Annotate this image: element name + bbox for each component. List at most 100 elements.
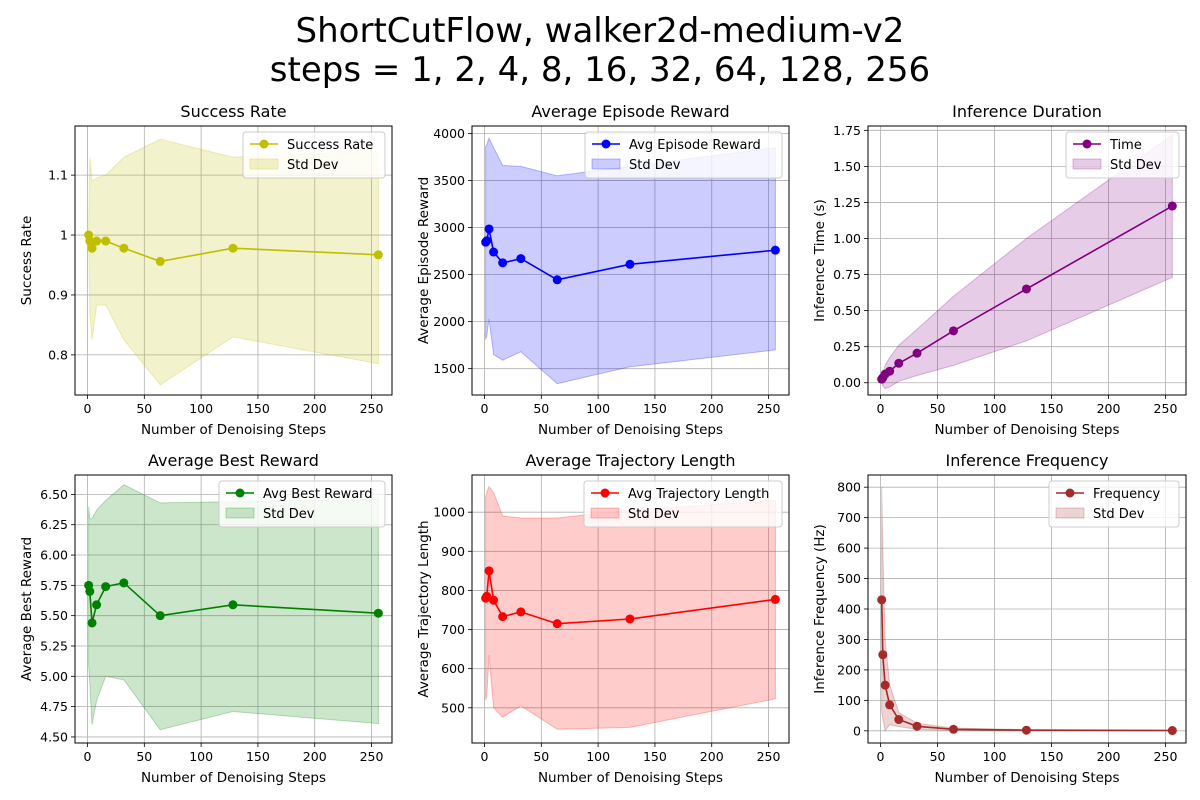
- y-tick-label: 200: [837, 662, 861, 677]
- x-tick-label: 50: [533, 749, 549, 764]
- data-point: [770, 245, 780, 255]
- legend-label-series: Time: [1109, 138, 1142, 153]
- legend-box: [218, 480, 386, 528]
- chart-title: Average Episode Reward: [531, 102, 729, 121]
- y-tick-label: 1.25: [833, 195, 861, 210]
- data-point: [1167, 201, 1177, 211]
- figure-title-line-1: ShortCutFlow, walker2d-medium-v2: [295, 11, 905, 51]
- y-tick-label: 6.25: [40, 517, 68, 532]
- legend: Avg Best Reward Std Dev: [218, 480, 386, 528]
- x-tick-label: 200: [700, 401, 724, 416]
- y-tick-label: 4000: [433, 126, 465, 141]
- data-point: [484, 224, 494, 234]
- legend: Avg Episode Reward Std Dev: [584, 131, 783, 179]
- y-tick-label: 600: [837, 541, 861, 556]
- x-tick-label: 250: [757, 401, 781, 416]
- legend-marker: [259, 139, 269, 149]
- data-point: [894, 715, 904, 725]
- y-tick-label: 300: [837, 632, 861, 647]
- y-tick-label: 500: [441, 700, 465, 715]
- x-tick-label: 0: [877, 401, 885, 416]
- data-point: [85, 236, 95, 246]
- axes-frame: [867, 125, 1187, 396]
- x-axis-label: Number of Denoising Steps: [538, 422, 723, 438]
- x-tick-label: 150: [246, 401, 270, 416]
- series-line: [880, 599, 1173, 732]
- x-tick-label: 0: [481, 401, 489, 416]
- data-point: [877, 595, 887, 605]
- chart-title: Success Rate: [180, 102, 286, 121]
- data-point: [119, 578, 129, 588]
- legend-marker: [1082, 139, 1092, 149]
- y-tick-label: 2500: [433, 267, 465, 282]
- data-point: [92, 600, 102, 610]
- data-point: [948, 326, 958, 336]
- legend-box: [584, 131, 783, 179]
- legend: Avg Trajectory Length Std Dev: [583, 480, 783, 528]
- y-tick-label: 5.00: [40, 669, 68, 684]
- x-axis-label: Number of Denoising Steps: [934, 770, 1119, 786]
- x-tick-label: 200: [303, 401, 327, 416]
- data-point: [885, 700, 895, 710]
- legend-band-swatch: [591, 158, 621, 170]
- y-tick-label: 0.25: [833, 339, 861, 354]
- y-tick-label: 0.9: [48, 287, 68, 302]
- chart-5: 0 50 100 150 200 2505006007008009001000Averag…: [416, 451, 790, 786]
- y-tick-label: 700: [837, 510, 861, 525]
- x-tick-label: 0: [481, 749, 489, 764]
- chart-title: Average Trajectory Length: [525, 451, 735, 470]
- data-point: [625, 614, 635, 624]
- chart-1: 0 50 100 150 200 250 0.8 0.9 1 1.1 Success Rate Num…: [19, 102, 393, 438]
- x-axis-label: Number of Denoising Steps: [538, 770, 723, 786]
- x-tick-label: 200: [1097, 401, 1121, 416]
- y-tick-label: 400: [837, 602, 861, 617]
- data-point: [516, 607, 526, 617]
- x-tick-label: 0: [84, 749, 92, 764]
- x-tick-label: 50: [533, 401, 549, 416]
- legend-band-swatch: [249, 158, 279, 170]
- y-tick-label: 1: [60, 228, 68, 243]
- y-tick-label: 800: [837, 480, 861, 495]
- y-axis-label: Average Episode Reward: [416, 177, 432, 344]
- x-tick-label: 150: [643, 401, 667, 416]
- y-tick-label: 600: [441, 661, 465, 676]
- legend-label-std: Std Dev: [628, 507, 680, 522]
- legend: Time Std Dev: [1065, 131, 1180, 179]
- legend-band-swatch: [1072, 158, 1102, 170]
- y-tick-label: 900: [441, 544, 465, 559]
- data-point: [516, 254, 526, 264]
- legend-label-std: Std Dev: [1110, 158, 1162, 173]
- x-tick-label: 250: [1154, 401, 1178, 416]
- legend-band-swatch: [590, 507, 620, 519]
- y-axis-label: Average Best Reward: [19, 537, 35, 681]
- x-tick-label: 0: [84, 401, 92, 416]
- axes-frame: [74, 474, 393, 744]
- data-point: [489, 247, 499, 257]
- legend-label-std: Std Dev: [629, 158, 681, 173]
- y-tick-label: 5.50: [40, 608, 68, 623]
- data-point: [1021, 284, 1031, 294]
- data-point: [373, 250, 383, 260]
- x-tick-label: 250: [360, 401, 384, 416]
- y-axis-label: Average Trajectory Length: [416, 520, 432, 697]
- data-point: [484, 566, 494, 576]
- x-tick-label: 100: [983, 401, 1007, 416]
- y-tick-label: 500: [837, 571, 861, 586]
- y-tick-label: 5.75: [40, 578, 68, 593]
- y-tick-label: 2000: [433, 314, 465, 329]
- data-point: [101, 582, 111, 592]
- legend-marker: [601, 139, 611, 149]
- y-tick-label: 1.1: [48, 168, 68, 183]
- data-point: [894, 358, 904, 368]
- x-tick-label: 200: [303, 749, 327, 764]
- legend-label-std: Std Dev: [287, 158, 339, 173]
- y-tick-label: 800: [441, 583, 465, 598]
- data-point: [92, 236, 102, 246]
- legend-label-series: Avg Best Reward: [263, 487, 373, 502]
- data-point: [1021, 725, 1031, 735]
- y-tick-label: 3000: [433, 220, 465, 235]
- y-tick-label: 0.00: [833, 375, 861, 390]
- chart-title: Average Best Reward: [148, 451, 319, 470]
- x-tick-label: 250: [757, 749, 781, 764]
